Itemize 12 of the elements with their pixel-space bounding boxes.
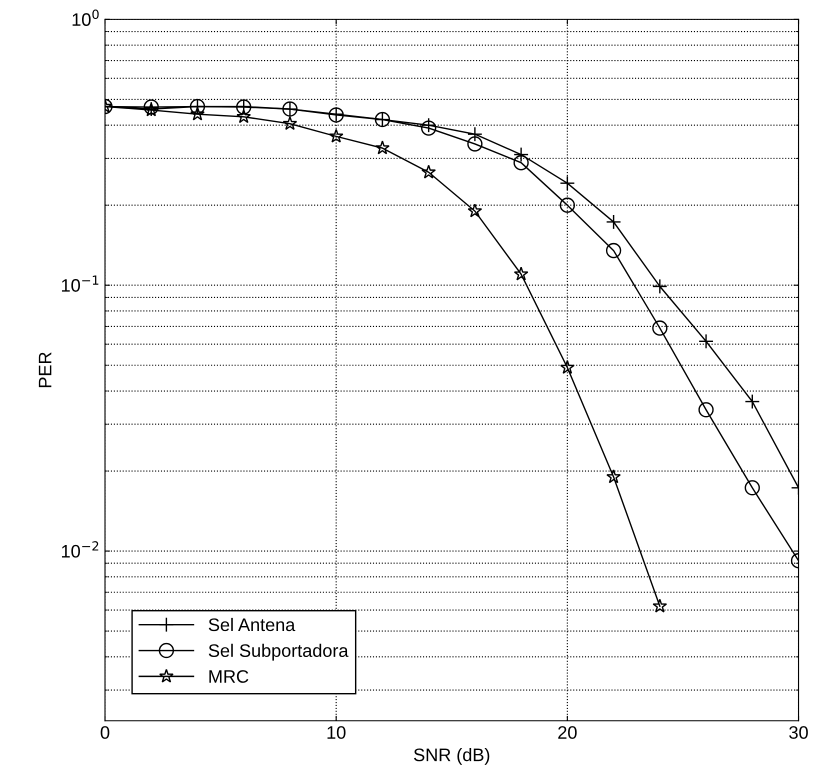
y-tick-label: 10$^{−2}$: [62, 541, 98, 558]
x-tick-label: 10: [328, 726, 346, 739]
x-axis-title: SNR (dB): [414, 748, 490, 765]
legend-label: Sel Subportadora: [208, 644, 348, 661]
y-tick-label: 10$^{−1}$: [62, 276, 98, 292]
y-axis-title: PER: [38, 352, 52, 388]
y-tick-label: 10$^{0}$: [72, 9, 99, 26]
legend-label: MRC: [209, 670, 248, 683]
x-tick-label: 0: [100, 726, 110, 739]
x-tick-label: 20: [558, 726, 577, 739]
legend-label: Sel Antena: [208, 618, 296, 632]
x-tick-label: 30: [789, 726, 808, 739]
